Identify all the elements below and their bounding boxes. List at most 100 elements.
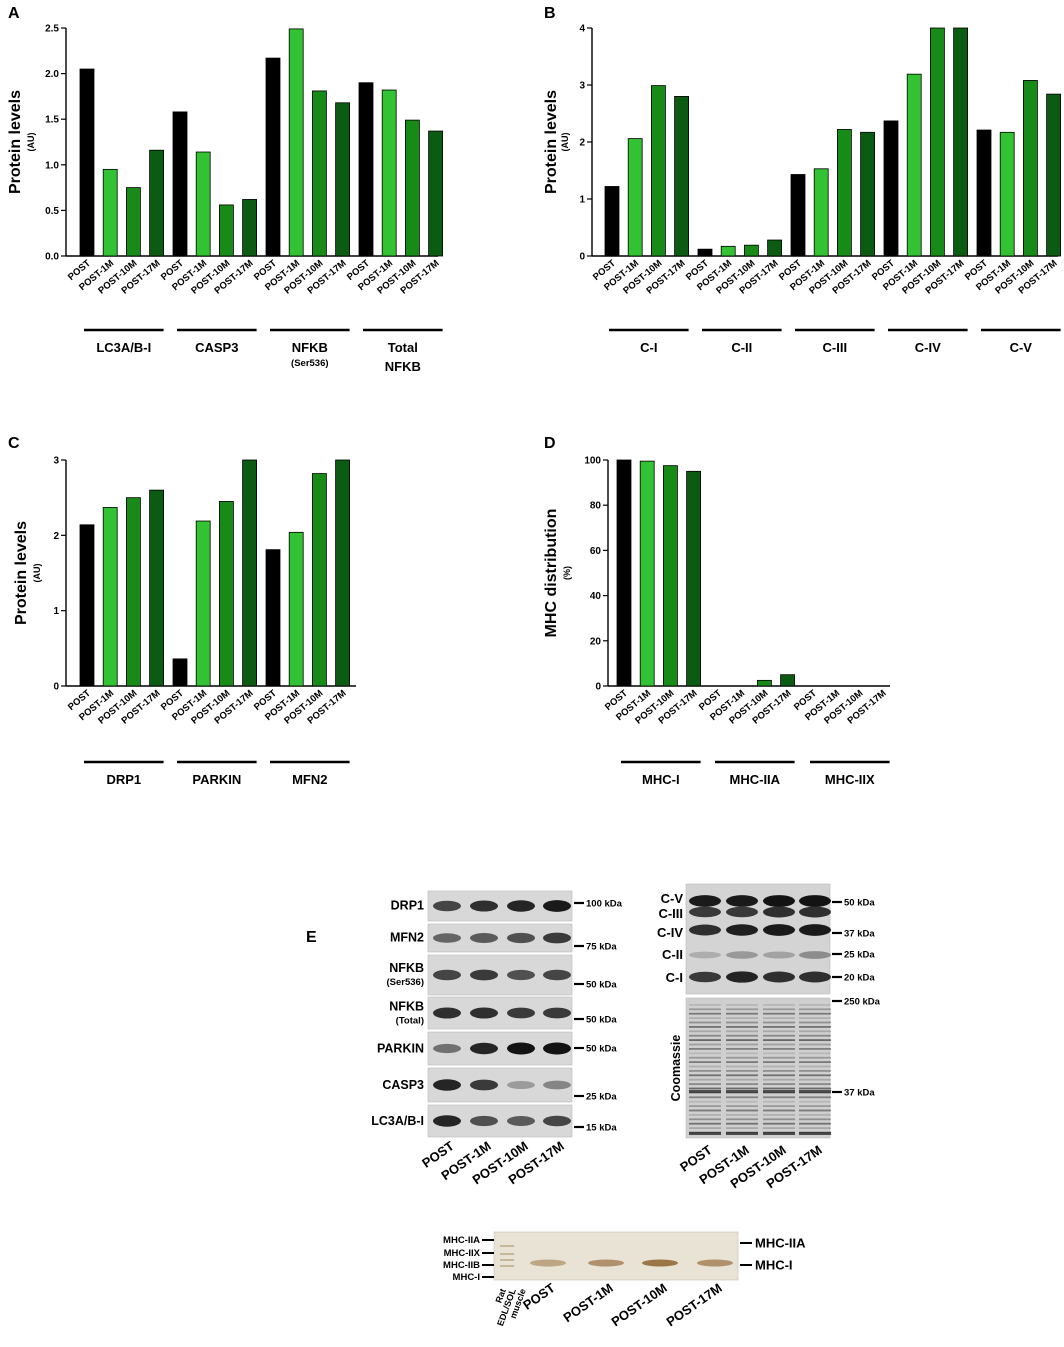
oxphos-band (799, 924, 831, 936)
coomassie-band (689, 1070, 721, 1072)
coomassie-band (726, 1078, 758, 1081)
oxphos-band (689, 951, 721, 959)
coomassie-band (799, 1034, 831, 1037)
blot-row-sublabel: (Ser536) (387, 977, 425, 988)
coomassie-band (726, 1114, 758, 1116)
coomassie-band (689, 1030, 721, 1033)
bar (126, 497, 141, 687)
bar (651, 85, 666, 257)
coomassie-band (763, 1061, 795, 1063)
kda-marker-label: 250 kDa (844, 997, 881, 1008)
bar (720, 245, 736, 257)
coomassie-band (726, 1061, 758, 1063)
oxphos-complex-label: C-I (666, 970, 683, 985)
gel-band (588, 1259, 624, 1267)
blot-band (433, 1043, 461, 1054)
group-label: C-I (640, 340, 657, 355)
coomassie-band (799, 1065, 831, 1068)
bar (790, 174, 806, 257)
oxphos-band (763, 906, 795, 918)
group-label: Total (388, 340, 418, 355)
gel-lane-label: POST (520, 1280, 558, 1313)
blot-band (543, 1115, 571, 1127)
y-tick-label: 2.5 (45, 24, 59, 35)
coomassie-band (763, 1070, 795, 1072)
gel-band (500, 1253, 514, 1255)
coomassie-band (689, 1043, 721, 1046)
y-axis-subtitle: (%) (562, 566, 572, 580)
blot-band (507, 900, 535, 912)
oxphos-band (799, 906, 831, 918)
coomassie-band (799, 1048, 831, 1050)
kda-marker-label: 50 kDa (844, 898, 875, 909)
blot-band (507, 1007, 535, 1019)
mhc-isoform-label: MHC-IIA (755, 1236, 806, 1251)
coomassie-band (763, 1065, 795, 1068)
coomassie-band (689, 1100, 721, 1103)
kda-marker-label: 50 kDa (586, 1044, 617, 1055)
y-tick-label: 2.0 (45, 69, 59, 80)
bar (757, 679, 772, 687)
kda-marker-label: 100 kDa (586, 899, 623, 910)
coomassie-band (763, 1056, 795, 1059)
group-label: DRP1 (106, 772, 141, 787)
coomassie-band (799, 1105, 831, 1107)
coomassie-band (689, 1090, 721, 1093)
coomassie-band (763, 1122, 795, 1125)
blot-band (543, 932, 571, 944)
group-sublabel: NFKB (385, 359, 421, 374)
panel-letter-c: C (8, 435, 20, 452)
bar (79, 68, 95, 257)
bar (616, 459, 632, 687)
y-tick-label: 0.5 (45, 206, 59, 217)
bar (663, 465, 678, 687)
western-blot-right: C-VC-III C-IV C-II C-I 50 kDa 37 kDa 25 kDa 20 … (657, 883, 881, 1191)
coomassie-band (763, 1004, 795, 1006)
coomassie-band (763, 1043, 795, 1046)
y-axis-subtitle: (AU) (560, 133, 570, 152)
oxphos-band (799, 895, 831, 907)
oxphos-band (726, 906, 758, 918)
coomassie-band (763, 1105, 795, 1107)
coomassie-band (726, 1030, 758, 1033)
bar (195, 151, 211, 257)
bar (697, 248, 713, 257)
coomassie-band (689, 1008, 721, 1011)
bar (860, 131, 875, 257)
y-axis-subtitle: (AU) (32, 564, 42, 583)
coomassie-band (726, 1109, 758, 1112)
coomassie-band (726, 1004, 758, 1006)
y-tick-label: 1 (53, 606, 59, 617)
y-tick-label: 1.0 (45, 160, 59, 171)
gel-lane-label: POST-17M (663, 1280, 724, 1329)
bar (218, 501, 234, 687)
oxphos-band (763, 951, 795, 959)
kda-marker-label: 20 kDa (844, 973, 875, 984)
coomassie-band (763, 1096, 795, 1099)
coomassie-band (689, 1061, 721, 1063)
y-tick-label: 1 (579, 195, 585, 206)
oxphos-band (689, 895, 721, 907)
coomassie-band (726, 1048, 758, 1050)
bar (686, 470, 701, 687)
bar (627, 138, 643, 257)
kda-marker-label: 25 kDa (586, 1092, 617, 1103)
coomassie-band (726, 1034, 758, 1037)
bar (1046, 93, 1061, 257)
coomassie-band (799, 1109, 831, 1112)
y-tick-label: 4 (579, 24, 585, 35)
coomassie-band (726, 1083, 758, 1085)
coomassie-band (763, 1109, 795, 1112)
gel-lane-label: POST-1M (560, 1280, 615, 1325)
panel-letter-a: A (8, 5, 20, 22)
blot-band (470, 900, 498, 912)
blot-band (433, 933, 461, 943)
coomassie-band (726, 1090, 758, 1093)
gel-band (530, 1259, 566, 1267)
coomassie-band (726, 1065, 758, 1068)
y-axis-title: MHC distribution (543, 509, 560, 638)
oxphos-band (689, 924, 721, 936)
